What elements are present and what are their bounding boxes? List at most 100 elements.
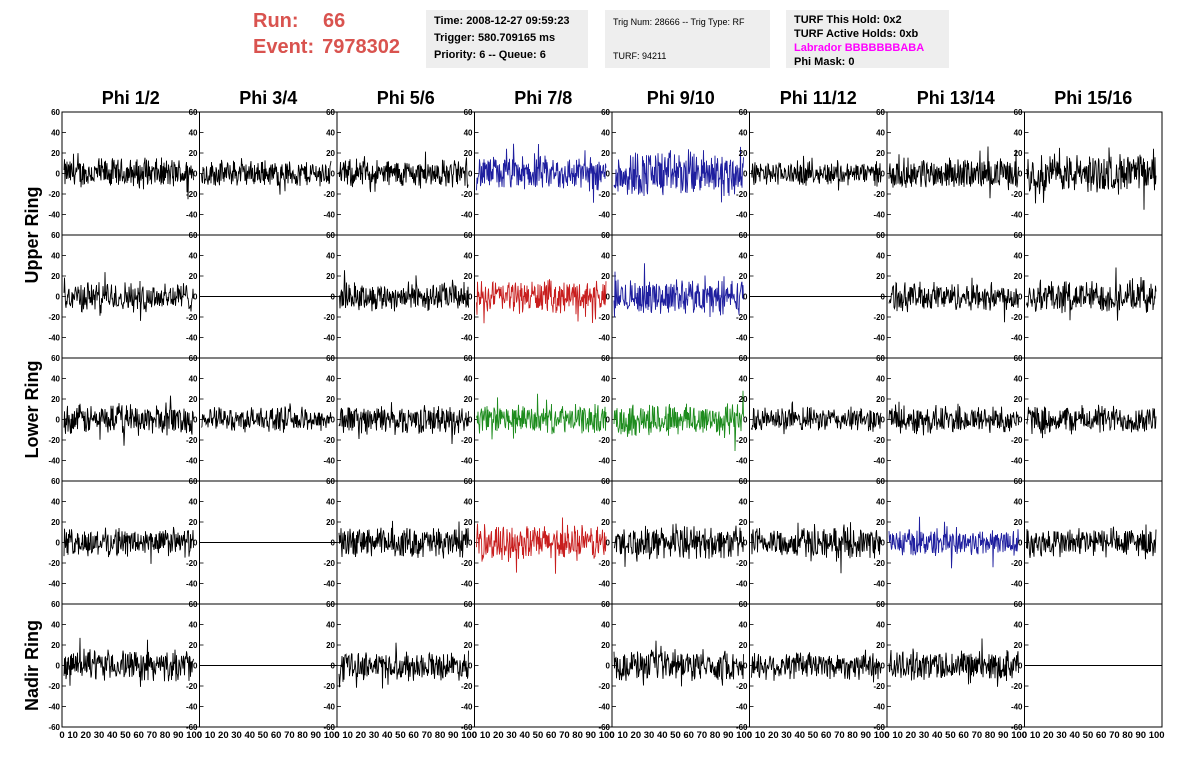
y-tick-label: -20 [323, 559, 335, 568]
waveform-panel: 60 40 20 0 -20 -40 [461, 231, 613, 359]
column-title: Phi 1/2 [102, 88, 160, 108]
waveform-trace [888, 401, 1019, 436]
y-tick-label: -40 [461, 457, 473, 466]
y-tick-label: -60 [461, 723, 473, 732]
y-tick-label: 20 [189, 641, 198, 650]
y-tick-label: 20 [51, 272, 60, 281]
y-tick-label: -20 [48, 559, 60, 568]
waveform-panel: 60 40 20 0 -20 -40 [873, 354, 1025, 482]
y-tick-label: 0 [56, 293, 61, 302]
x-tick-labels: 0 10 20 30 40 50 60 70 80 90 100 [197, 730, 340, 741]
y-tick-label: -40 [873, 334, 885, 343]
y-tick-label: 40 [1014, 375, 1023, 384]
y-tick-label: -40 [736, 457, 748, 466]
time-info-panel: Time: 2008-12-27 09:59:23 Trigger: 580.7… [426, 10, 588, 68]
y-tick-label: -20 [1011, 682, 1023, 691]
y-tick-label: 20 [739, 641, 748, 650]
waveform-trace [63, 153, 194, 200]
column-title: Phi 13/14 [917, 88, 995, 108]
waveform-panel: 60 40 20 0 -20 -40 [186, 108, 338, 236]
y-tick-label: -20 [323, 313, 335, 322]
waveform-trace [63, 395, 194, 446]
waveform-panel: 60 40 20 0 -20 -40 [1011, 477, 1163, 605]
y-tick-label: 40 [601, 498, 610, 507]
y-tick-label: -20 [1011, 436, 1023, 445]
y-tick-label: 20 [601, 149, 610, 158]
y-tick-label: 0 [193, 662, 198, 671]
ring-label: Lower Ring [22, 361, 42, 459]
y-tick-label: 0 [1018, 539, 1023, 548]
y-tick-label: -20 [873, 559, 885, 568]
labrador-text: Labrador BBBBBBBABA [794, 42, 925, 54]
waveform-trace [613, 390, 744, 452]
waveform-panel: 60 40 20 0 -20 -40 [323, 108, 475, 236]
y-tick-label: 20 [51, 518, 60, 527]
y-tick-label: 20 [1014, 641, 1023, 650]
y-tick-label: 20 [464, 272, 473, 281]
y-tick-label: 0 [743, 416, 748, 425]
y-tick-label: -20 [461, 436, 473, 445]
waveform-trace [476, 143, 607, 203]
y-tick-label: 60 [464, 477, 473, 486]
waveform-panel: 60 40 20 0 -20 -40 -60 [873, 600, 1025, 732]
y-tick-label: -40 [1011, 580, 1023, 589]
y-tick-label: 40 [326, 498, 335, 507]
waveform-panel: 60 40 20 0 -20 -40 [736, 231, 888, 359]
turf-info-panel: TURF This Hold: 0x2 TURF Active Holds: 0… [786, 10, 949, 68]
y-tick-label: 60 [876, 477, 885, 486]
waveform-panel: 60 40 20 0 -20 -40 [736, 477, 888, 605]
waveform-trace [63, 637, 194, 687]
phi-mask-text: Phi Mask: 0 [794, 56, 855, 68]
y-tick-label: -20 [736, 559, 748, 568]
y-tick-label: 40 [601, 375, 610, 384]
y-tick-label: 20 [189, 149, 198, 158]
y-tick-label: 60 [1014, 477, 1023, 486]
y-tick-label: 40 [1014, 498, 1023, 507]
y-tick-label: 20 [189, 395, 198, 404]
y-tick-label: 20 [189, 518, 198, 527]
y-tick-label: 40 [464, 129, 473, 138]
y-tick-label: 40 [601, 252, 610, 261]
y-tick-label: 0 [193, 539, 198, 548]
waveform-panel: 60 40 20 0 -20 -40 [873, 108, 1025, 236]
y-tick-label: -20 [186, 313, 198, 322]
panel-frame [474, 480, 613, 605]
y-tick-label: -40 [186, 703, 198, 712]
y-tick-label: 40 [189, 498, 198, 507]
y-tick-label: 0 [331, 293, 336, 302]
y-tick-label: 60 [51, 231, 60, 240]
y-tick-label: 20 [601, 518, 610, 527]
y-tick-label: -20 [48, 436, 60, 445]
waveform-panel: 60 40 20 0 -20 -40 -60 [1011, 600, 1163, 732]
y-tick-label: -60 [598, 723, 610, 732]
y-tick-label: -40 [598, 457, 610, 466]
waveform-panel: 60 40 20 0 -20 -40 [48, 354, 200, 482]
y-tick-label: -40 [873, 703, 885, 712]
y-tick-label: 0 [606, 170, 611, 179]
y-tick-label: 60 [739, 354, 748, 363]
y-tick-label: 60 [189, 354, 198, 363]
y-tick-label: 40 [464, 252, 473, 261]
waveform-panel: 60 40 20 0 -20 -40 [186, 477, 338, 605]
y-tick-label: -20 [186, 436, 198, 445]
y-tick-label: 40 [876, 498, 885, 507]
y-tick-label: -20 [736, 436, 748, 445]
waveform-panel: 60 40 20 0 -20 -40 [323, 477, 475, 605]
waveform-panel: 60 40 20 0 -20 -40 [873, 477, 1025, 605]
y-tick-label: 40 [464, 375, 473, 384]
event-label: Event: [253, 36, 315, 58]
y-tick-label: -20 [873, 436, 885, 445]
y-tick-label: -20 [598, 559, 610, 568]
y-tick-label: 40 [464, 621, 473, 630]
y-tick-label: 40 [876, 252, 885, 261]
waveform-panel: 60 40 20 0 -20 -40 [323, 231, 475, 359]
y-tick-label: -20 [323, 436, 335, 445]
y-tick-label: 20 [464, 149, 473, 158]
y-tick-label: 20 [1014, 272, 1023, 281]
y-tick-label: 0 [468, 539, 473, 548]
y-tick-label: -20 [461, 313, 473, 322]
y-tick-label: 60 [1014, 108, 1023, 117]
y-tick-label: -40 [873, 211, 885, 220]
waveform-panel: 60 40 20 0 -20 -40 [598, 231, 750, 359]
waveform-panel: 60 40 20 0 -20 -40 [461, 477, 613, 605]
